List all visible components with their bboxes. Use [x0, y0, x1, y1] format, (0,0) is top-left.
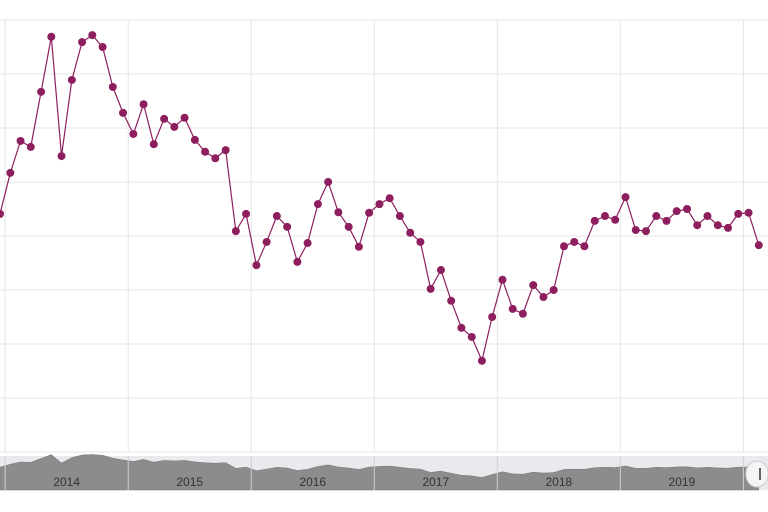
data-point — [580, 242, 589, 251]
data-point — [447, 296, 456, 305]
data-point — [436, 266, 445, 275]
navigator-label: 2018 — [545, 475, 572, 489]
data-point — [190, 135, 199, 144]
data-point — [201, 147, 210, 156]
data-point — [395, 212, 404, 221]
data-point — [252, 261, 261, 270]
data-point — [467, 332, 476, 341]
data-point — [406, 228, 415, 237]
data-point — [334, 208, 343, 217]
data-point — [508, 304, 517, 313]
data-point — [539, 293, 548, 302]
data-point — [26, 142, 35, 151]
navigator-label: 2019 — [669, 475, 696, 489]
data-point — [693, 221, 702, 230]
data-point — [262, 237, 271, 246]
data-point — [160, 114, 169, 123]
data-point — [324, 178, 333, 186]
data-point — [518, 309, 527, 318]
data-point — [662, 216, 671, 225]
data-point — [560, 242, 569, 251]
data-point — [108, 82, 117, 91]
data-point — [180, 113, 189, 122]
data-point — [631, 226, 640, 235]
data-point — [570, 237, 579, 246]
data-point — [477, 356, 486, 365]
data-point — [47, 32, 56, 41]
data-point — [221, 146, 230, 155]
data-point — [344, 222, 353, 231]
data-point — [313, 200, 322, 209]
data-point — [139, 100, 148, 109]
data-point — [37, 87, 46, 96]
data-point — [744, 208, 753, 217]
navigator-label: 2017 — [422, 475, 449, 489]
data-point — [703, 212, 712, 221]
data-point — [549, 286, 558, 294]
data-point — [375, 200, 384, 209]
data-point — [98, 43, 107, 51]
data-point — [293, 257, 302, 266]
data-point — [88, 31, 97, 40]
data-point — [683, 205, 692, 213]
data-point — [713, 221, 722, 230]
data-point — [78, 38, 87, 47]
data-point — [211, 154, 220, 163]
data-point — [590, 216, 599, 225]
data-point — [641, 227, 650, 236]
data-point — [488, 313, 497, 321]
data-point — [16, 136, 25, 145]
data-point — [426, 284, 435, 293]
data-point — [600, 212, 609, 221]
data-point — [57, 152, 66, 161]
data-point — [621, 193, 630, 202]
data-point — [365, 208, 374, 217]
data-point — [652, 212, 661, 221]
data-point — [734, 209, 743, 218]
navigator-handle — [745, 460, 768, 488]
data-point — [242, 209, 251, 218]
data-point — [231, 227, 240, 236]
navigator-series — [0, 454, 760, 491]
data-point — [611, 215, 620, 224]
data-point — [498, 275, 507, 284]
data-point — [457, 323, 466, 332]
data-point — [149, 140, 158, 149]
data-point — [67, 75, 76, 84]
data-point — [303, 239, 312, 248]
data-point — [0, 209, 4, 218]
navigator-label: 2016 — [299, 475, 326, 489]
navigator-label: 2015 — [176, 475, 203, 489]
data-point — [385, 194, 394, 203]
data-point — [272, 212, 281, 221]
data-point — [129, 129, 138, 138]
data-point — [529, 281, 538, 290]
navigator-label: 2014 — [53, 475, 80, 489]
data-point — [416, 237, 425, 246]
data-point — [672, 207, 681, 216]
data-point — [754, 241, 763, 250]
data-point — [6, 168, 15, 177]
data-point — [724, 223, 733, 232]
data-point — [283, 222, 292, 231]
data-point — [170, 122, 179, 131]
data-point — [119, 108, 128, 117]
data-point — [354, 242, 363, 251]
